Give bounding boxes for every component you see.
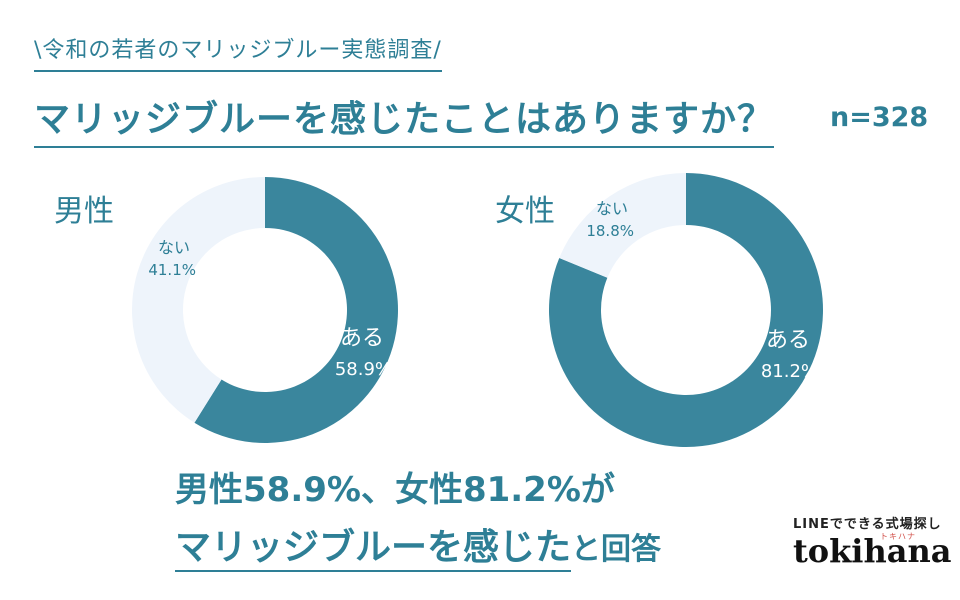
value-no: 41.1% [148,261,196,279]
label-no: ない [158,238,190,257]
slice-yes [549,173,823,447]
label-no: ない [596,199,628,218]
value-yes: 58.9% [335,359,392,380]
summary-line-2: マリッジブルーを感じたと回答 [175,518,662,572]
value-yes: 81.2% [761,361,818,382]
brand-kana: トキハナ [880,532,916,541]
summary-line-1: 男性58.9%、女性81.2%が [175,470,615,510]
value-no: 18.8% [586,222,634,240]
slice-no [131,177,265,423]
female-donut-chart: ある 81.2% ない 18.8% [549,173,823,447]
question-title: マリッジブルーを感じたことはありますか？ [34,90,775,148]
female-chart-title: 女性 [495,194,555,229]
slice-no [559,173,686,278]
slice-yes [194,177,398,443]
sample-size: n=328 [830,102,929,133]
label-yes: ある [766,328,810,353]
survey-tag: \令和の若者のマリッジブルー実態調査/ [34,32,442,72]
label-yes: ある [340,326,384,351]
male-donut-chart: ある 58.9% ない 41.1% [131,177,398,443]
brand-tagline: LINEでできる式場探し [793,517,942,532]
summary-tail: と回答 [571,532,662,567]
brand-logo: tokihana [793,532,952,570]
summary-emphasis: マリッジブルーを感じた [175,527,572,572]
male-chart-title: 男性 [54,194,114,229]
